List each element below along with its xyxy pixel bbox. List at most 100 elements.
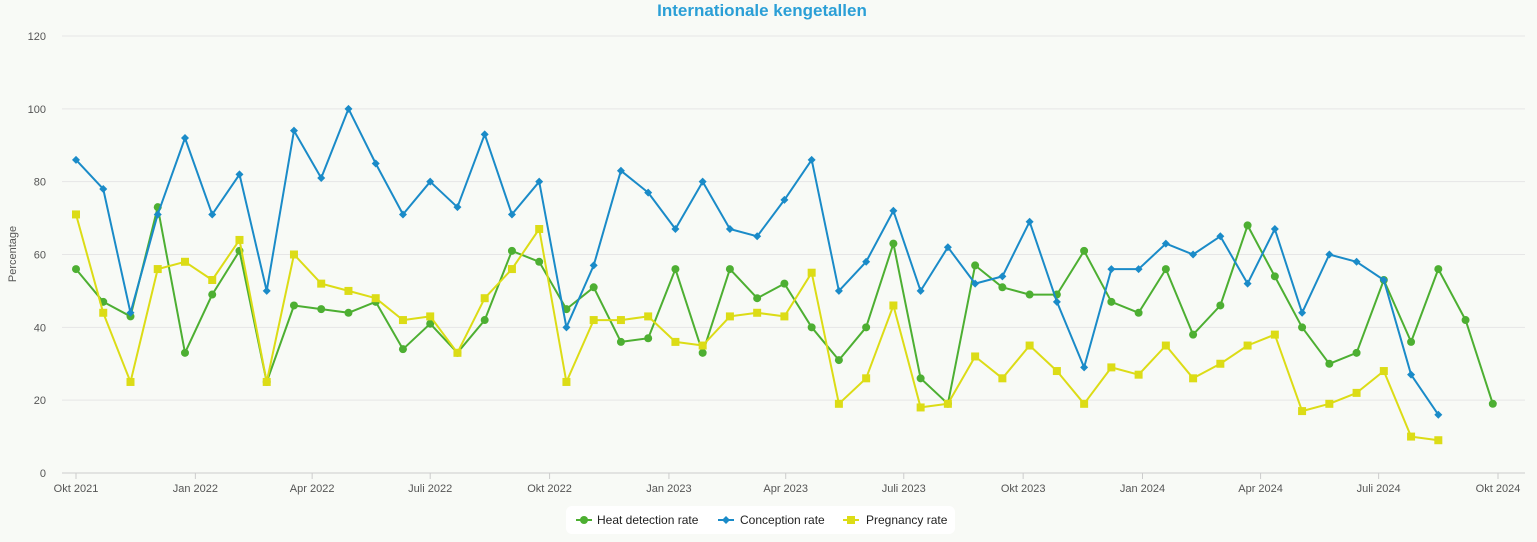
data-point-conception-rate[interactable] [480, 130, 489, 139]
data-point-pregnancy-rate[interactable] [1080, 399, 1089, 408]
data-point-conception-rate[interactable] [807, 155, 816, 164]
data-point-heat-detection-rate[interactable] [480, 316, 489, 325]
data-point-heat-detection-rate[interactable] [1189, 330, 1198, 339]
data-point-heat-detection-rate[interactable] [616, 337, 625, 346]
data-point-conception-rate[interactable] [180, 133, 189, 142]
data-point-pregnancy-rate[interactable] [153, 265, 162, 274]
data-point-conception-rate[interactable] [971, 279, 980, 288]
data-point-pregnancy-rate[interactable] [208, 275, 217, 284]
data-point-conception-rate[interactable] [862, 257, 871, 266]
data-point-conception-rate[interactable] [235, 170, 244, 179]
data-point-pregnancy-rate[interactable] [889, 301, 898, 310]
data-point-conception-rate[interactable] [753, 232, 762, 241]
data-point-conception-rate[interactable] [725, 225, 734, 234]
data-point-pregnancy-rate[interactable] [480, 294, 489, 303]
data-point-conception-rate[interactable] [289, 126, 298, 135]
data-point-conception-rate[interactable] [1161, 239, 1170, 248]
data-point-heat-detection-rate[interactable] [671, 265, 680, 274]
data-point-heat-detection-rate[interactable] [1325, 359, 1334, 368]
data-point-pregnancy-rate[interactable] [371, 294, 380, 303]
data-point-conception-rate[interactable] [562, 323, 571, 332]
data-point-heat-detection-rate[interactable] [1025, 290, 1034, 299]
data-point-pregnancy-rate[interactable] [725, 312, 734, 321]
data-point-conception-rate[interactable] [943, 243, 952, 252]
data-point-heat-detection-rate[interactable] [1461, 316, 1470, 325]
data-point-pregnancy-rate[interactable] [1161, 341, 1170, 350]
data-point-pregnancy-rate[interactable] [1243, 341, 1252, 350]
data-point-heat-detection-rate[interactable] [698, 348, 707, 357]
data-point-pregnancy-rate[interactable] [562, 377, 571, 386]
data-point-conception-rate[interactable] [1189, 250, 1198, 259]
data-point-heat-detection-rate[interactable] [862, 323, 871, 332]
data-point-pregnancy-rate[interactable] [644, 312, 653, 321]
data-point-heat-detection-rate[interactable] [1161, 265, 1170, 274]
data-point-pregnancy-rate[interactable] [453, 348, 462, 357]
data-point-heat-detection-rate[interactable] [1352, 348, 1361, 357]
data-point-conception-rate[interactable] [1243, 279, 1252, 288]
data-point-conception-rate[interactable] [1080, 363, 1089, 372]
data-point-pregnancy-rate[interactable] [1270, 330, 1279, 339]
data-point-heat-detection-rate[interactable] [72, 265, 80, 274]
data-point-heat-detection-rate[interactable] [780, 279, 789, 288]
data-point-conception-rate[interactable] [426, 177, 435, 186]
legend-item-conception-rate[interactable]: Conception rate [718, 513, 825, 527]
data-point-pregnancy-rate[interactable] [780, 312, 789, 321]
data-point-heat-detection-rate[interactable] [971, 261, 980, 270]
data-point-pregnancy-rate[interactable] [1379, 367, 1388, 376]
data-point-pregnancy-rate[interactable] [589, 316, 598, 325]
data-point-conception-rate[interactable] [834, 286, 843, 295]
data-point-conception-rate[interactable] [1434, 410, 1443, 419]
data-point-heat-detection-rate[interactable] [344, 308, 353, 317]
data-point-heat-detection-rate[interactable] [1243, 221, 1252, 230]
data-point-pregnancy-rate[interactable] [289, 250, 298, 259]
data-point-conception-rate[interactable] [1352, 257, 1361, 266]
data-point-conception-rate[interactable] [1107, 265, 1116, 274]
data-point-conception-rate[interactable] [1270, 225, 1279, 234]
data-point-pregnancy-rate[interactable] [971, 352, 980, 361]
data-point-heat-detection-rate[interactable] [1080, 246, 1089, 255]
data-point-pregnancy-rate[interactable] [698, 341, 707, 350]
data-point-conception-rate[interactable] [616, 166, 625, 175]
data-point-conception-rate[interactable] [317, 174, 326, 183]
data-point-pregnancy-rate[interactable] [1025, 341, 1034, 350]
data-point-heat-detection-rate[interactable] [1407, 337, 1416, 346]
data-point-heat-detection-rate[interactable] [1488, 399, 1497, 408]
data-point-pregnancy-rate[interactable] [1407, 432, 1416, 441]
data-point-pregnancy-rate[interactable] [535, 225, 544, 234]
data-point-pregnancy-rate[interactable] [616, 316, 625, 325]
data-point-pregnancy-rate[interactable] [1189, 374, 1198, 383]
data-point-conception-rate[interactable] [1025, 217, 1034, 226]
data-point-pregnancy-rate[interactable] [72, 210, 80, 219]
data-point-pregnancy-rate[interactable] [398, 316, 407, 325]
data-point-conception-rate[interactable] [398, 210, 407, 219]
data-point-heat-detection-rate[interactable] [507, 246, 516, 255]
data-point-pregnancy-rate[interactable] [1325, 399, 1334, 408]
data-point-heat-detection-rate[interactable] [1298, 323, 1307, 332]
data-point-pregnancy-rate[interactable] [1052, 367, 1061, 376]
data-point-pregnancy-rate[interactable] [1216, 359, 1225, 368]
legend[interactable]: Heat detection rate Conception rate Preg… [566, 506, 955, 534]
data-point-pregnancy-rate[interactable] [507, 265, 516, 274]
legend-item-pregnancy-rate[interactable]: Pregnancy rate [843, 513, 948, 527]
data-point-pregnancy-rate[interactable] [753, 308, 762, 317]
data-point-heat-detection-rate[interactable] [807, 323, 816, 332]
data-point-conception-rate[interactable] [208, 210, 217, 219]
data-point-pregnancy-rate[interactable] [426, 312, 435, 321]
data-point-heat-detection-rate[interactable] [644, 334, 653, 343]
data-point-conception-rate[interactable] [1216, 232, 1225, 241]
data-point-conception-rate[interactable] [889, 206, 898, 215]
data-point-pregnancy-rate[interactable] [862, 374, 871, 383]
data-point-conception-rate[interactable] [1298, 308, 1307, 317]
data-point-heat-detection-rate[interactable] [562, 305, 571, 314]
data-point-conception-rate[interactable] [698, 177, 707, 186]
data-point-conception-rate[interactable] [671, 225, 680, 234]
data-point-heat-detection-rate[interactable] [289, 301, 298, 310]
data-point-pregnancy-rate[interactable] [1434, 436, 1443, 445]
data-point-conception-rate[interactable] [262, 286, 271, 295]
data-point-heat-detection-rate[interactable] [1270, 272, 1279, 281]
data-point-pregnancy-rate[interactable] [998, 374, 1007, 383]
data-point-heat-detection-rate[interactable] [998, 283, 1007, 292]
data-point-conception-rate[interactable] [1052, 297, 1061, 306]
data-point-pregnancy-rate[interactable] [834, 399, 843, 408]
data-point-pregnancy-rate[interactable] [1107, 363, 1116, 372]
